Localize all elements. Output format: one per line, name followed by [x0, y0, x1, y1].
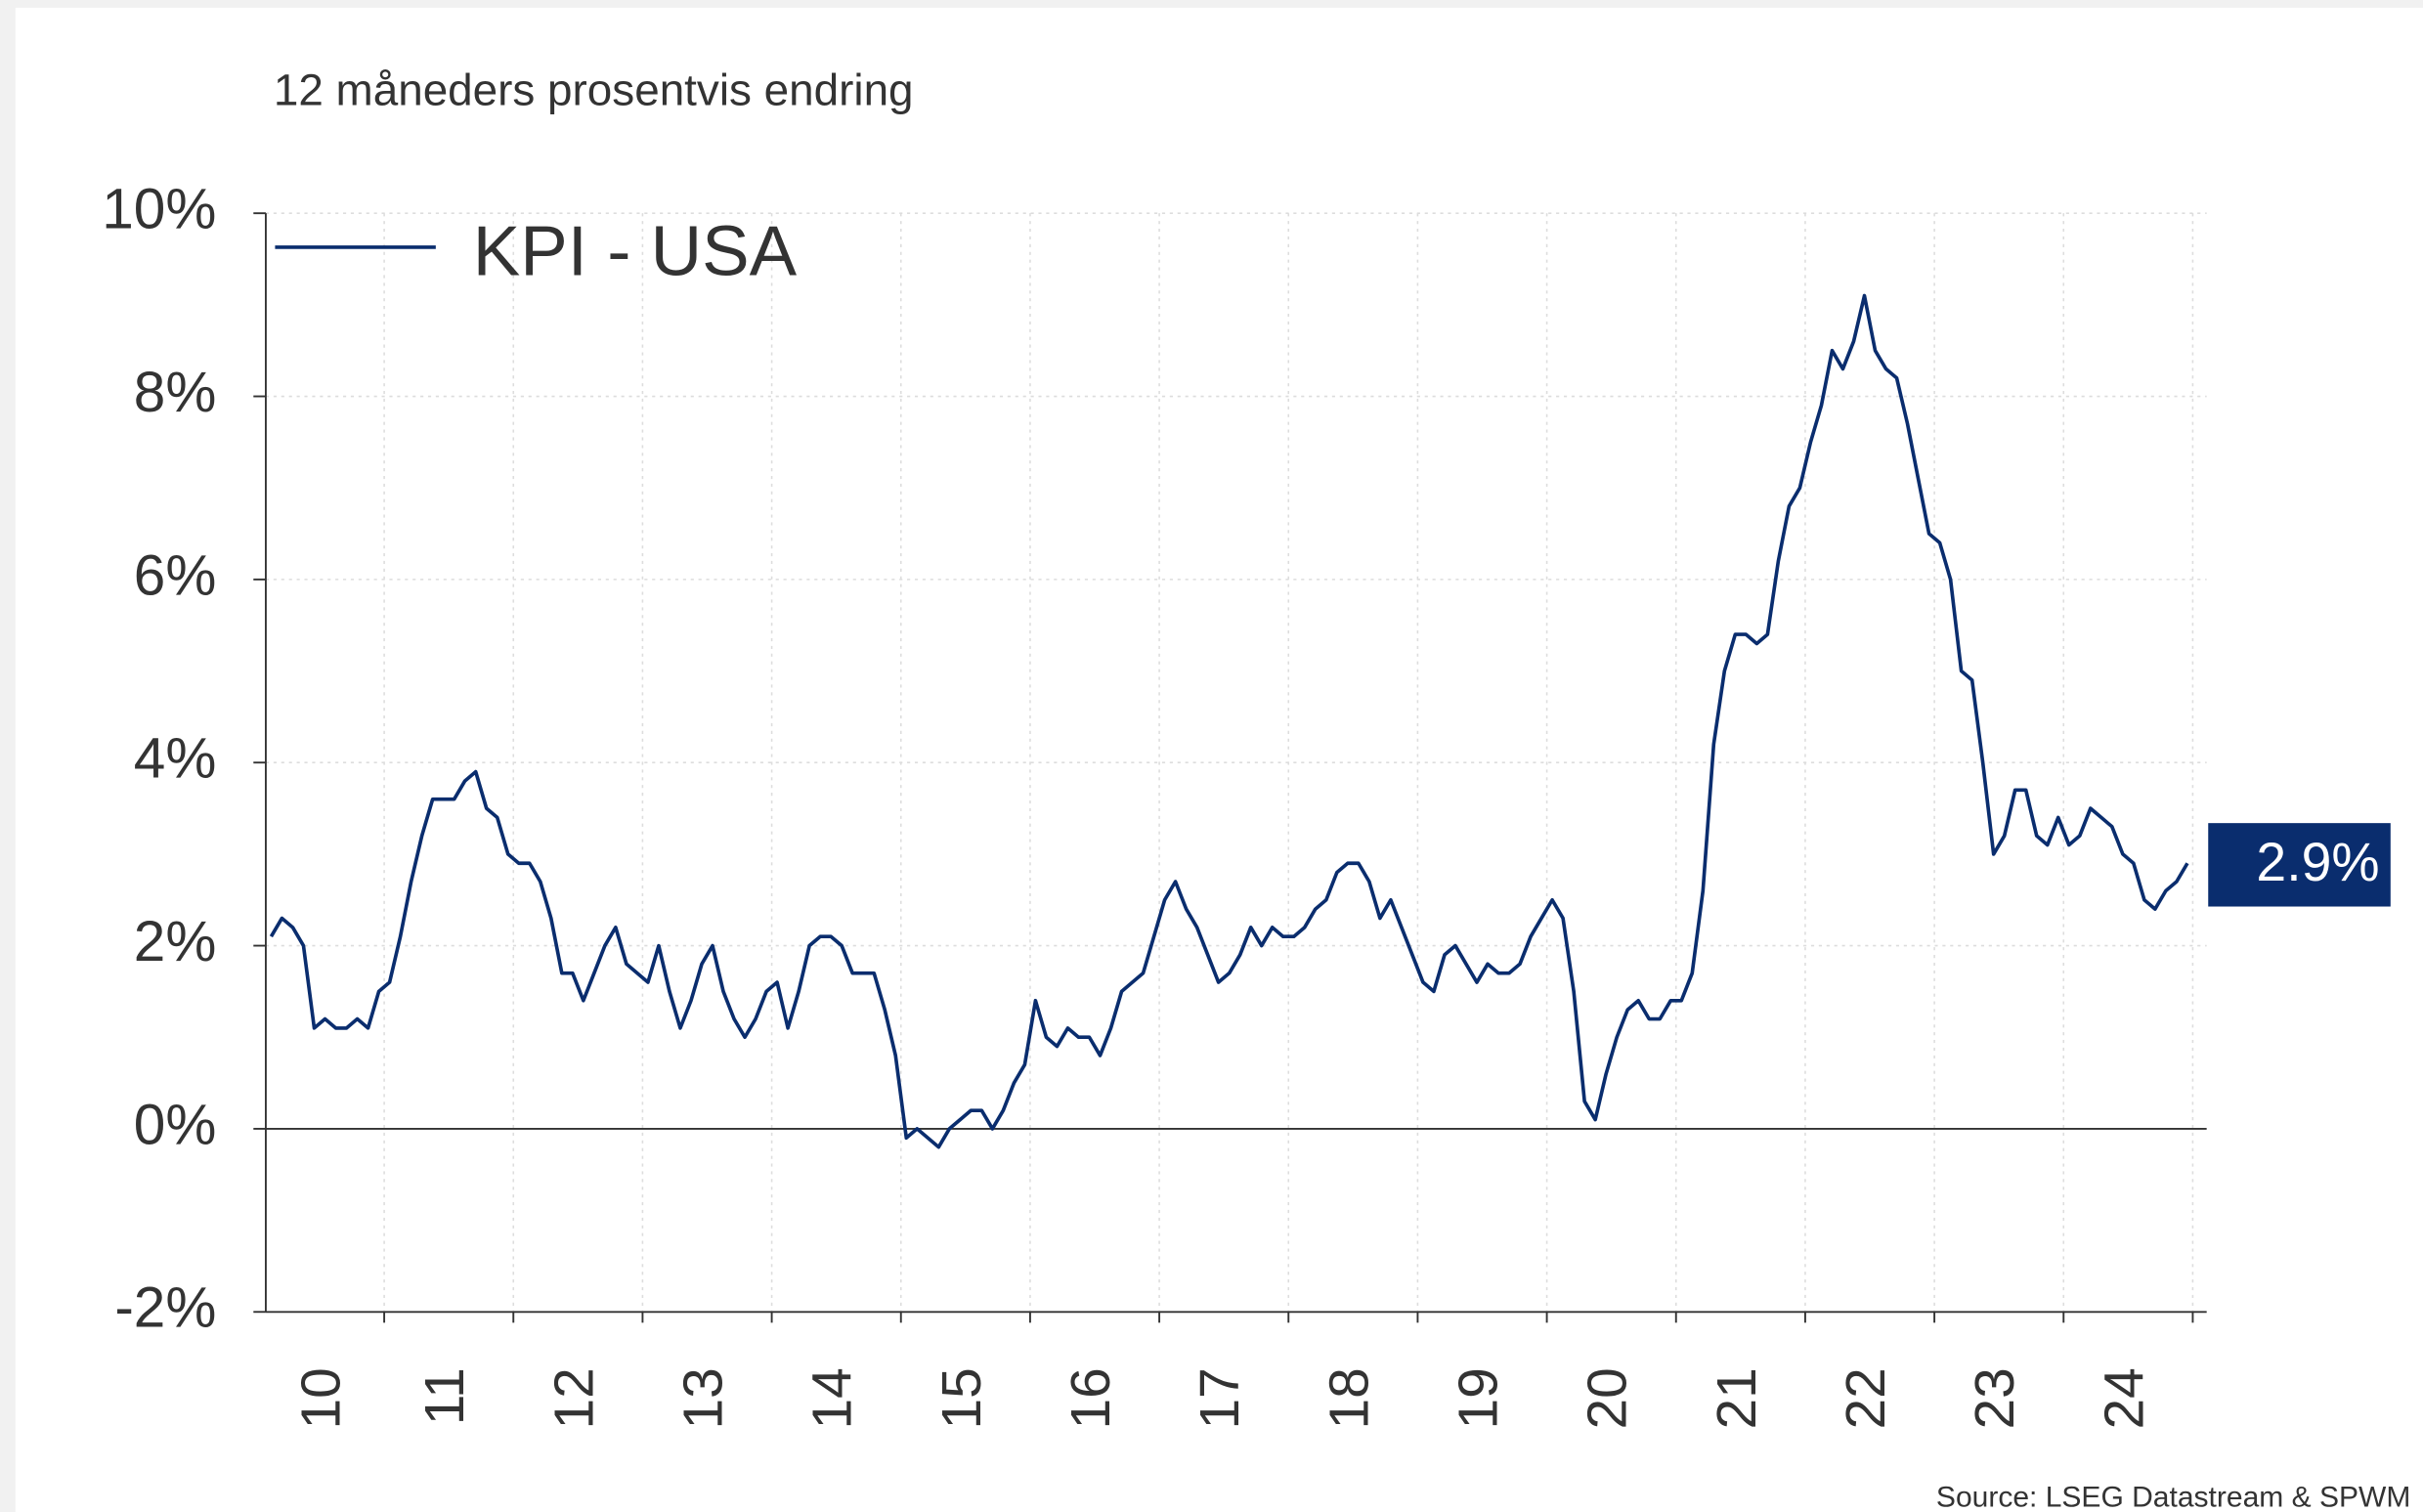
- series-line: [269, 293, 2189, 1149]
- y-tick-label: 2%: [134, 910, 217, 973]
- y-tick-label: 0%: [134, 1093, 217, 1156]
- legend-label: KPI - USA: [473, 212, 798, 291]
- y-tick-label: 10%: [102, 178, 216, 241]
- source: Source: LSEG Datastream & SPWM: [1936, 1481, 2410, 1512]
- x-tick-label: 12: [542, 1367, 605, 1429]
- end-label: 2.9%: [2256, 832, 2379, 892]
- x-tick-label: 13: [672, 1367, 735, 1429]
- x-tick-label: 16: [1060, 1367, 1122, 1429]
- end-label-box: [2208, 823, 2391, 907]
- y-tick-label: -2%: [114, 1276, 216, 1340]
- x-tick-label: 21: [1706, 1367, 1768, 1429]
- y-tick-label: 8%: [134, 361, 217, 424]
- y-tick-label: 4%: [134, 727, 217, 791]
- x-tick-label: 15: [930, 1367, 993, 1429]
- x-tick-label: 24: [2093, 1367, 2155, 1429]
- subtitle: 12 måneders prosentvis endring: [274, 65, 914, 115]
- x-tick-label: 14: [801, 1367, 864, 1429]
- card: [15, 7, 2423, 1512]
- x-tick-label: 22: [1835, 1367, 1897, 1429]
- y-tick-label: 6%: [134, 543, 217, 607]
- x-tick-label: 18: [1318, 1367, 1380, 1429]
- x-tick-label: 11: [413, 1367, 476, 1425]
- x-tick-label: 20: [1577, 1367, 1639, 1429]
- x-tick-label: 17: [1189, 1367, 1251, 1429]
- x-tick-label: 23: [1964, 1367, 2026, 1429]
- x-tick-label: 19: [1448, 1367, 1510, 1429]
- x-tick-label: 10: [290, 1367, 353, 1429]
